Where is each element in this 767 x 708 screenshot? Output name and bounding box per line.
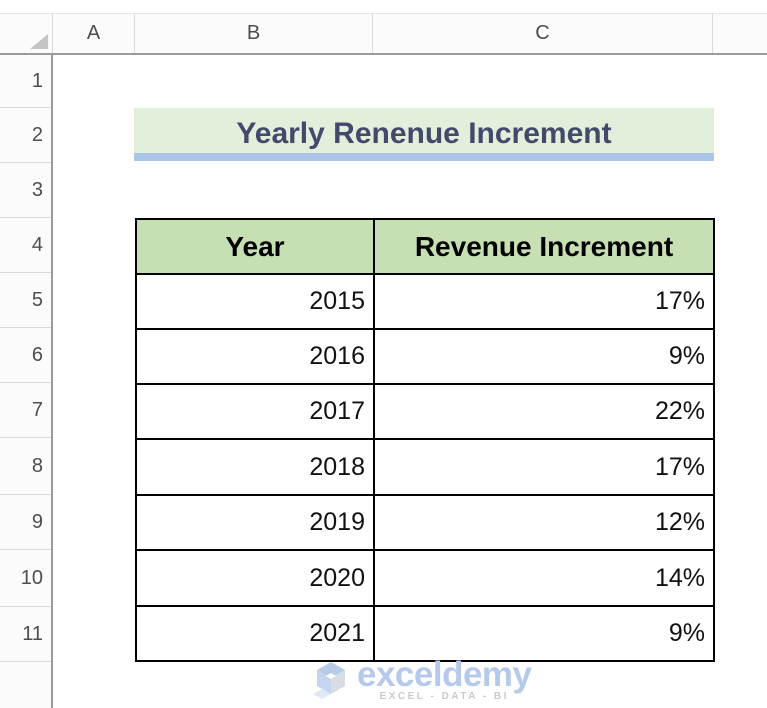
watermark-text-block: exceldemy EXCEL - DATA - BI <box>357 655 532 702</box>
revenue-table: Year Revenue Increment 2015 17% 2016 9% … <box>135 218 715 662</box>
increment-cell[interactable]: 14% <box>373 549 715 607</box>
table-row: 2018 17% <box>135 438 715 496</box>
year-cell[interactable]: 2021 <box>135 605 375 662</box>
increment-cell[interactable]: 9% <box>373 328 715 385</box>
column-header-a[interactable]: A <box>53 14 135 53</box>
select-all-corner[interactable] <box>0 14 53 53</box>
watermark-tagline: EXCEL - DATA - BI <box>379 691 509 702</box>
column-header-b[interactable]: B <box>135 14 373 53</box>
table-row: 2021 9% <box>135 605 715 662</box>
row-header-4[interactable]: 4 <box>0 218 51 273</box>
table-row: 2016 9% <box>135 328 715 385</box>
increment-cell[interactable]: 12% <box>373 494 715 551</box>
row-header-9[interactable]: 9 <box>0 495 51 550</box>
table-row: 2015 17% <box>135 273 715 330</box>
table-row: 2019 12% <box>135 494 715 551</box>
year-cell[interactable]: 2017 <box>135 383 375 440</box>
column-header-d-partial[interactable] <box>713 14 767 53</box>
year-cell[interactable]: 2020 <box>135 549 375 607</box>
row-header-6[interactable]: 6 <box>0 328 51 383</box>
title-banner-cell[interactable]: Yearly Renenue Increment <box>134 108 714 161</box>
column-header-c[interactable]: C <box>373 14 713 53</box>
year-cell[interactable]: 2016 <box>135 328 375 385</box>
table-row: 2017 22% <box>135 383 715 440</box>
row-header-12-partial[interactable] <box>0 662 51 708</box>
increment-cell[interactable]: 9% <box>373 605 715 662</box>
exceldemy-cube-icon <box>313 662 345 699</box>
year-header-cell[interactable]: Year <box>135 218 375 275</box>
year-cell[interactable]: 2019 <box>135 494 375 551</box>
row-header-7[interactable]: 7 <box>0 383 51 438</box>
row-header-2[interactable]: 2 <box>0 108 51 163</box>
select-all-icon <box>30 34 48 49</box>
table-row: 2020 14% <box>135 549 715 607</box>
table-header-row: Year Revenue Increment <box>135 218 715 275</box>
watermark-brand: exceldemy <box>357 655 532 694</box>
row-header-1[interactable]: 1 <box>0 55 51 108</box>
increment-cell[interactable]: 22% <box>373 383 715 440</box>
increment-cell[interactable]: 17% <box>373 273 715 330</box>
row-header-11[interactable]: 11 <box>0 607 51 662</box>
increment-header-cell[interactable]: Revenue Increment <box>373 218 715 275</box>
increment-cell[interactable]: 17% <box>373 438 715 496</box>
row-header-8[interactable]: 8 <box>0 438 51 495</box>
year-cell[interactable]: 2018 <box>135 438 375 496</box>
row-header-3[interactable]: 3 <box>0 163 51 218</box>
year-cell[interactable]: 2015 <box>135 273 375 330</box>
column-header-strip: A B C <box>0 13 767 55</box>
row-header-10[interactable]: 10 <box>0 550 51 607</box>
row-header-5[interactable]: 5 <box>0 273 51 328</box>
exceldemy-watermark: exceldemy EXCEL - DATA - BI <box>308 655 532 704</box>
row-header-strip: 1 2 3 4 5 6 7 8 9 10 11 <box>0 55 53 708</box>
